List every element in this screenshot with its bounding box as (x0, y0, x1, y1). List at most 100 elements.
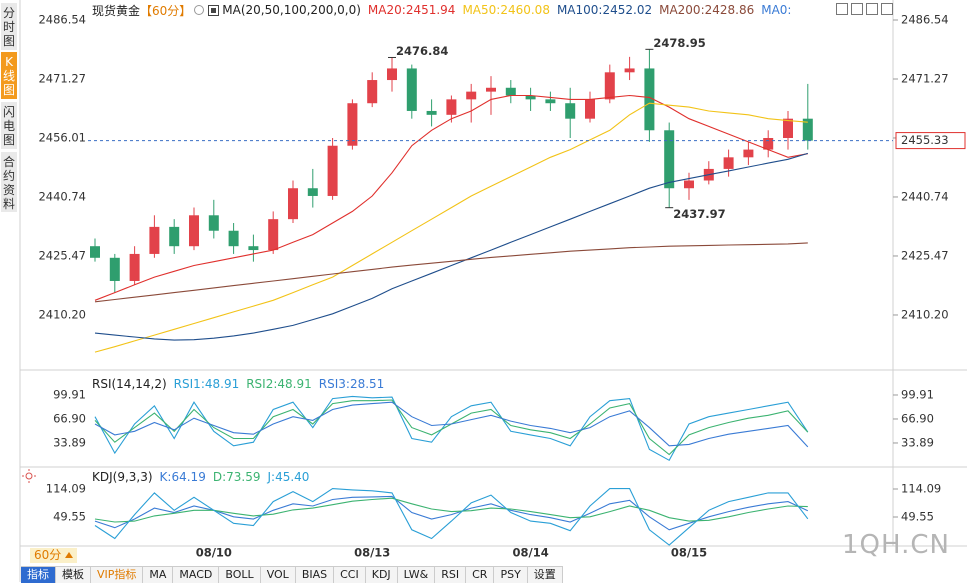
series-line (94, 399, 809, 456)
legend-separator: : (345, 377, 350, 391)
sidebar-tab[interactable]: 分时图 (1, 3, 17, 50)
sidebar-tab[interactable]: 合约资料 (1, 152, 17, 212)
last-price-label: 2455.33 (901, 133, 949, 147)
panel-title: 现货黄金 (92, 3, 141, 18)
period-label: 【60分】 (140, 3, 192, 18)
legend-separator: : (273, 377, 278, 391)
candle-body (327, 145, 338, 196)
toolbar-button[interactable]: BIAS (296, 567, 335, 583)
y-tick-label: 2410.20 (901, 307, 949, 321)
toolbar-button[interactable]: LW& (398, 567, 436, 583)
legend-separator: : (700, 3, 705, 17)
candle-body (545, 99, 556, 104)
legend-name: RSI1 (173, 377, 201, 391)
toolbar-button[interactable]: VOL (261, 567, 296, 583)
legend-entry: MA50:2460.08 (462, 3, 550, 17)
series-line (94, 488, 809, 546)
panel-header: RSI(14,14,2) RSI1:48.91 RSI2:48.91 RSI3:28.… (92, 376, 384, 392)
legend-value: 48.91 (277, 377, 312, 391)
toolbar-button[interactable]: PSY (494, 567, 528, 583)
legend-entry: RSI2:48.91 (246, 377, 312, 391)
candle-body (585, 99, 595, 119)
legend-separator: : (401, 3, 406, 17)
kdj-icon (22, 469, 36, 483)
candle-body (288, 188, 298, 220)
candle-body (664, 130, 675, 189)
candle-body (109, 257, 120, 281)
candle-body (525, 95, 536, 100)
legend-name: J (267, 470, 272, 484)
y-tick-label: 2440.74 (38, 189, 86, 203)
series-line (94, 401, 809, 448)
toolbar-button[interactable]: MA (143, 567, 174, 583)
legend-entry: MA200:2428.86 (659, 3, 754, 17)
toolbar-button[interactable]: VIP指标 (91, 567, 144, 583)
candle-body (446, 99, 457, 115)
tool-icon[interactable] (881, 3, 893, 15)
y-tick-label: 2440.74 (901, 189, 949, 203)
x-tick-label: 08/15 (671, 546, 707, 560)
indicator-checkbox[interactable] (208, 4, 220, 16)
legend-separator: : (496, 3, 501, 17)
tool-icon[interactable] (836, 3, 848, 15)
x-tick-label: 08/14 (512, 546, 548, 560)
y-tick-label: 2471.27 (901, 71, 949, 85)
toolbar: 指标 模板 VIP指标 MA MACD BOLL VOL BIAS CCI KDJ LW& RSI CR… (21, 566, 563, 583)
candle-body (90, 246, 100, 258)
settings-icon[interactable] (194, 5, 205, 15)
legend-entry: K:64.19 (160, 470, 206, 484)
indicator-label: MA(20,50,100,200,0,0) (222, 3, 361, 17)
legend-separator: : (271, 470, 276, 484)
candle-body (367, 80, 378, 104)
candle-body (644, 68, 655, 131)
legend-value: 28.51 (349, 377, 385, 391)
y-tick-label: 2486.54 (901, 12, 949, 26)
watermark: 1QH.CN (842, 530, 950, 560)
candle-body (505, 87, 516, 96)
y-tick-label: 114.09 (46, 482, 86, 496)
series-line (94, 242, 808, 303)
legend-entry: D:73.59 (213, 470, 261, 484)
y-tick-label: 49.55 (53, 510, 86, 524)
sidebar-tab[interactable]: 闪电图 (1, 102, 17, 149)
toolbar-button[interactable]: 模板 (56, 567, 91, 583)
tool-icon[interactable] (851, 3, 863, 15)
toolbar-button[interactable]: 设置 (528, 567, 563, 583)
toolbar-button[interactable]: CR (466, 567, 495, 583)
x-tick-label: 08/10 (196, 546, 232, 560)
tool-icon[interactable] (866, 3, 878, 15)
candle-body (228, 230, 239, 247)
y-tick-label: 99.91 (53, 387, 86, 401)
legend-separator: : (598, 3, 603, 17)
panel-header: KDJ(9,3,3) K:64.19 D:73.59 J:45.40 (92, 469, 309, 485)
candle-body (486, 87, 496, 92)
y-tick-label: 2456.01 (38, 130, 86, 144)
toolbar-button[interactable]: KDJ (366, 567, 398, 583)
toolbar-button[interactable]: 指标 (21, 567, 56, 583)
sidebar-tab[interactable]: K线图 (1, 52, 17, 99)
toolbar-button[interactable]: CCI (334, 567, 366, 583)
legend-entry: RSI1:48.91 (174, 377, 240, 391)
panel-title: RSI(14,14,2) (92, 377, 167, 391)
candle-body (129, 253, 140, 281)
annotation: 2476.84 (396, 44, 448, 58)
candle-body (248, 246, 259, 251)
legend-name: D (212, 470, 223, 484)
toolbar-button[interactable]: RSI (435, 567, 467, 583)
series-line (94, 94, 808, 301)
series-line (94, 152, 808, 341)
period-selector[interactable]: 60分 (30, 548, 78, 563)
legend-value: 64.19 (171, 470, 206, 484)
candle-body (426, 110, 437, 115)
toolbar-button[interactable]: BOLL (219, 567, 261, 583)
toolbar-button[interactable]: MACD (173, 567, 220, 583)
legend-name: MA200 (659, 3, 701, 17)
y-tick-label: 66.90 (901, 411, 934, 425)
legend-entry: MA20:2451.94 (368, 3, 456, 17)
legend-name: MA100 (556, 3, 599, 17)
candle-body (565, 103, 576, 119)
legend-entry: MA0: (761, 3, 792, 17)
candle-body (466, 91, 477, 100)
y-tick-label: 2425.47 (38, 248, 86, 262)
